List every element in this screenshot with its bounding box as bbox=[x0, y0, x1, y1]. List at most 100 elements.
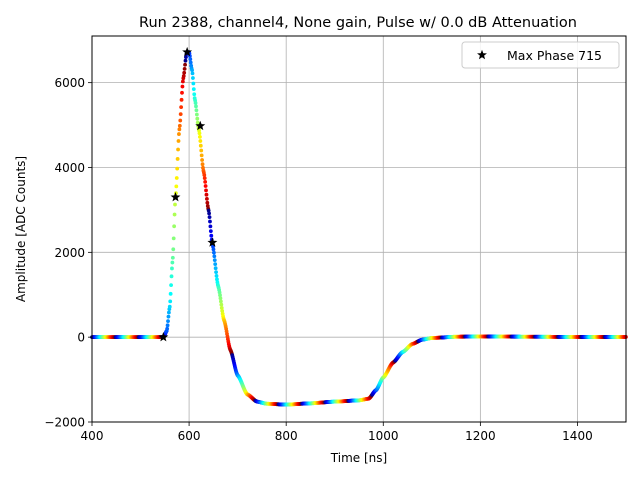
waveform-point bbox=[171, 236, 176, 241]
waveform-point bbox=[194, 104, 198, 109]
waveform-point bbox=[184, 55, 188, 59]
waveform-point bbox=[218, 299, 223, 304]
waveform-point bbox=[194, 108, 199, 113]
waveform-point bbox=[194, 112, 199, 117]
waveform-point bbox=[204, 188, 208, 193]
chart-title: Run 2388, channel4, None gain, Pulse w/ … bbox=[139, 15, 577, 31]
waveform-point bbox=[170, 260, 175, 265]
waveform-point bbox=[166, 314, 171, 319]
waveform-point bbox=[204, 192, 209, 197]
y-tick-label-6000: 6000 bbox=[54, 76, 85, 90]
waveform-point bbox=[220, 309, 225, 313]
waveform-point bbox=[212, 258, 217, 263]
waveform-point bbox=[173, 202, 177, 207]
waveform-point bbox=[218, 296, 223, 301]
plot-frame bbox=[91, 35, 627, 423]
waveform-point bbox=[172, 224, 177, 229]
waveform-point bbox=[177, 127, 182, 132]
y-tick-label-2000: 2000 bbox=[54, 246, 85, 260]
waveform-point bbox=[180, 90, 184, 95]
waveform-point bbox=[217, 290, 222, 295]
y-axis-ticks: −2000 0 2000 4000 6000 bbox=[44, 76, 92, 430]
waveform-point bbox=[211, 247, 216, 252]
x-tick-label-1200: 1200 bbox=[465, 429, 496, 443]
waveform-point bbox=[198, 143, 203, 148]
waveform-point bbox=[172, 212, 177, 217]
waveform-point bbox=[190, 68, 194, 73]
x-tick-label-1000: 1000 bbox=[368, 429, 399, 443]
waveform-point bbox=[170, 266, 174, 271]
waveform-point bbox=[207, 215, 212, 220]
y-axis-label: Amplitude [ADC Counts] bbox=[14, 156, 28, 302]
waveform-point bbox=[212, 254, 217, 259]
waveform-point bbox=[209, 233, 214, 238]
waveform-point bbox=[207, 211, 211, 216]
x-axis-label: Time [ns] bbox=[330, 451, 387, 465]
waveform-point bbox=[178, 118, 183, 123]
waveform-point bbox=[208, 229, 213, 234]
waveform-point bbox=[214, 274, 219, 278]
waveform-point bbox=[179, 97, 184, 102]
waveform-point bbox=[182, 70, 187, 75]
waveform-point bbox=[203, 179, 208, 184]
waveform-point bbox=[198, 139, 203, 143]
waveform-point bbox=[174, 176, 179, 180]
waveform-point bbox=[175, 157, 180, 161]
waveform-point bbox=[165, 323, 170, 328]
waveform-point bbox=[180, 79, 185, 84]
waveform-point bbox=[195, 116, 200, 121]
waveform-point bbox=[166, 319, 170, 324]
waveform-point bbox=[191, 87, 196, 92]
max-phase-markers bbox=[158, 46, 218, 342]
x-axis-ticks: 400 600 800 1000 1200 1400 bbox=[81, 422, 593, 443]
waveform-point bbox=[199, 148, 204, 153]
waveform-point bbox=[165, 326, 170, 331]
waveform-point bbox=[176, 147, 180, 152]
waveform-point bbox=[174, 184, 179, 189]
waveform-point bbox=[192, 92, 197, 97]
waveform-point bbox=[183, 62, 187, 67]
waveform-point bbox=[193, 101, 198, 105]
max-phase-star-icon bbox=[170, 191, 181, 202]
waveform-point bbox=[205, 200, 210, 205]
waveform-point bbox=[208, 219, 212, 224]
waveform-point bbox=[214, 270, 218, 275]
waveform-point bbox=[212, 250, 216, 255]
y-tick-label--2000: −2000 bbox=[44, 416, 85, 430]
waveform-point bbox=[168, 291, 173, 296]
waveform-point bbox=[169, 283, 173, 288]
waveform-point bbox=[180, 84, 185, 89]
waveform-point bbox=[178, 112, 183, 117]
waveform-point bbox=[213, 262, 218, 267]
waveform-point bbox=[191, 81, 196, 86]
waveform-point bbox=[198, 134, 202, 139]
waveform-point bbox=[213, 266, 218, 271]
waveform-point bbox=[188, 57, 193, 62]
legend: Max Phase 715 bbox=[461, 41, 620, 69]
waveform-point bbox=[208, 224, 213, 229]
max-phase-star-icon bbox=[182, 46, 193, 57]
waveform-point bbox=[219, 305, 224, 310]
waveform-point bbox=[188, 60, 193, 65]
waveform-point bbox=[205, 196, 209, 201]
waveform-point bbox=[169, 274, 174, 279]
max-phase-star-icon bbox=[207, 237, 218, 247]
waveform-point bbox=[177, 123, 182, 128]
x-tick-label-1400: 1400 bbox=[562, 429, 593, 443]
x-tick-label-800: 800 bbox=[275, 429, 298, 443]
waveform-point bbox=[219, 302, 224, 307]
waveform-point bbox=[202, 173, 207, 177]
waveform-point bbox=[181, 74, 186, 78]
legend-label: Max Phase 715 bbox=[507, 48, 602, 63]
y-tick-label-4000: 4000 bbox=[54, 161, 85, 175]
waveform-point bbox=[170, 255, 175, 260]
waveform-point bbox=[183, 58, 188, 63]
waveform-point bbox=[200, 158, 205, 162]
waveform-point bbox=[179, 105, 184, 110]
legend-box bbox=[461, 41, 620, 69]
max-phase-star-icon bbox=[158, 331, 169, 342]
waveform-point bbox=[176, 139, 181, 143]
legend-star-icon bbox=[477, 49, 487, 60]
